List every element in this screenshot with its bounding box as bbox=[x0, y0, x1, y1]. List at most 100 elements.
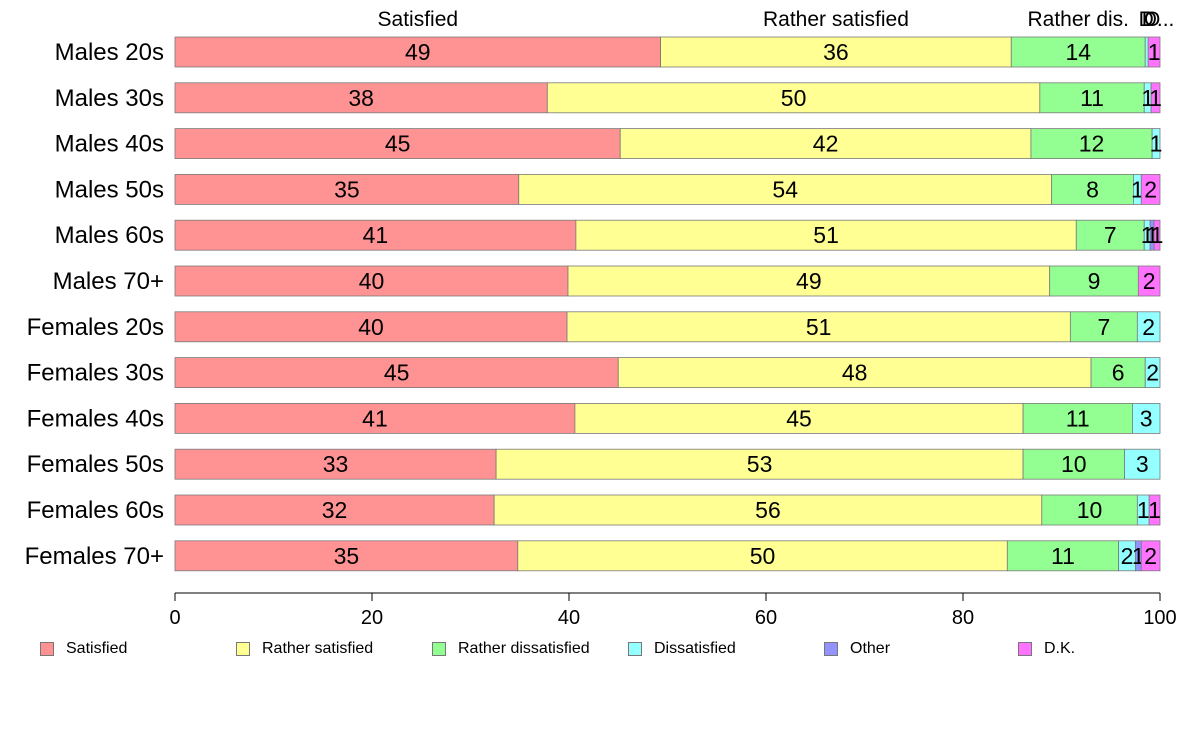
data-label: 53 bbox=[747, 451, 773, 477]
data-label: 51 bbox=[813, 222, 839, 248]
x-tick-label: 0 bbox=[169, 607, 180, 629]
data-label: 33 bbox=[323, 451, 349, 477]
data-label: 6 bbox=[1112, 360, 1125, 386]
bar-segment bbox=[1049, 265, 1139, 297]
category-label: Females 70+ bbox=[25, 543, 164, 570]
category-label: Males 50s bbox=[55, 176, 164, 203]
data-label: 1 bbox=[1150, 131, 1163, 157]
bar-segment bbox=[1022, 402, 1133, 434]
bar-segment bbox=[1132, 402, 1161, 434]
data-label: 14 bbox=[1065, 39, 1091, 65]
bar-row: Males 20s 49 36 14 1 bbox=[55, 36, 1161, 68]
x-tick-label: 100 bbox=[1143, 607, 1176, 629]
data-label: 49 bbox=[405, 39, 431, 65]
bar-segment bbox=[174, 36, 662, 68]
data-label: 7 bbox=[1097, 314, 1110, 340]
legend-item: Dissatisfied bbox=[628, 640, 736, 658]
x-tick-label: 60 bbox=[755, 607, 777, 629]
data-label: 41 bbox=[362, 405, 388, 431]
legend-label: Other bbox=[850, 640, 891, 657]
bar-segment bbox=[1051, 173, 1134, 205]
bar-segment bbox=[1140, 173, 1161, 205]
legend-item: Rather satisfied bbox=[236, 640, 373, 658]
bar-segment bbox=[1153, 219, 1161, 251]
x-tick-label: 40 bbox=[558, 607, 580, 629]
legend-label: Dissatisfied bbox=[654, 640, 736, 657]
bar-segment bbox=[1006, 540, 1120, 572]
bar-segment bbox=[495, 448, 1024, 480]
bar-segment bbox=[575, 219, 1077, 251]
data-label: 3 bbox=[1140, 405, 1153, 431]
bar-row: Females 50s 33 53 10 3 bbox=[27, 448, 1161, 480]
category-label: Females 30s bbox=[27, 360, 164, 387]
bar-segment bbox=[1069, 311, 1138, 343]
data-label: 36 bbox=[823, 39, 849, 65]
data-label: 10 bbox=[1077, 497, 1103, 523]
x-axis: 0 20 40 60 80 100 bbox=[169, 592, 1177, 629]
bar-row: Females 30s 45 48 6 2 bbox=[27, 357, 1161, 389]
bar-segment bbox=[619, 128, 1032, 160]
bar-segment bbox=[1075, 219, 1145, 251]
data-label: 2 bbox=[1143, 268, 1156, 294]
data-label: 48 bbox=[842, 360, 868, 386]
bar-segment bbox=[174, 357, 619, 389]
bar-segment bbox=[1151, 128, 1161, 160]
category-label: Females 60s bbox=[27, 497, 164, 524]
legend-swatch bbox=[1018, 642, 1032, 656]
data-label: 11 bbox=[1051, 543, 1075, 569]
bar-segment bbox=[1030, 128, 1153, 160]
bar-segment bbox=[517, 540, 1008, 572]
data-label: 1 bbox=[1149, 85, 1162, 111]
bar-row: Females 40s 41 45 11 3 bbox=[27, 402, 1161, 434]
data-label: 45 bbox=[385, 131, 411, 157]
top-series-label: Rather dis. bbox=[1027, 8, 1129, 31]
data-label: 35 bbox=[334, 176, 360, 202]
category-label: Females 20s bbox=[27, 314, 164, 341]
data-label: 40 bbox=[359, 268, 385, 294]
category-label: Males 30s bbox=[55, 85, 164, 112]
bar-segment bbox=[174, 448, 497, 480]
data-label: 10 bbox=[1061, 451, 1087, 477]
legend-item: Rather dissatisfied bbox=[432, 640, 590, 658]
data-label: 45 bbox=[384, 360, 410, 386]
category-label: Females 40s bbox=[27, 405, 164, 432]
bar-segment bbox=[566, 311, 1071, 343]
data-label: 41 bbox=[363, 222, 389, 248]
top-series-label: Rather satisfied bbox=[763, 8, 909, 31]
bar-segment bbox=[1144, 357, 1161, 389]
data-label: 38 bbox=[348, 85, 374, 111]
legend-swatch bbox=[236, 642, 250, 656]
data-label: 9 bbox=[1088, 268, 1101, 294]
legend-item: Other bbox=[824, 640, 890, 658]
bar-segment bbox=[1137, 265, 1161, 297]
data-label: 50 bbox=[750, 543, 776, 569]
category-label: Females 50s bbox=[27, 451, 164, 478]
data-label: 1 bbox=[1148, 39, 1161, 65]
data-label: 49 bbox=[796, 268, 822, 294]
bar-segment bbox=[617, 357, 1092, 389]
legend-item: Satisfied bbox=[40, 640, 127, 658]
legend-item: D.K. bbox=[1018, 640, 1075, 658]
category-label: Males 70+ bbox=[53, 268, 164, 295]
bar-segment bbox=[1148, 494, 1161, 526]
data-label: 11 bbox=[1066, 405, 1090, 431]
bar-segment bbox=[174, 265, 569, 297]
bar-row: Males 70+ 40 49 9 2 bbox=[53, 265, 1161, 297]
data-label: 51 bbox=[806, 314, 832, 340]
bar-segment bbox=[174, 173, 520, 205]
top-series-label: O bbox=[1144, 8, 1160, 31]
stacked-bar-chart: Satisfied Rather satisfied Rather dis. DOD.… bbox=[25, 8, 1177, 629]
data-label: 2 bbox=[1146, 360, 1159, 386]
data-label: 56 bbox=[755, 497, 781, 523]
bar-row: Males 50s 35 54 8 1 2 bbox=[55, 173, 1161, 205]
legend-swatch bbox=[824, 642, 838, 656]
data-label: 32 bbox=[322, 497, 348, 523]
data-label: 45 bbox=[786, 405, 812, 431]
top-series-label: D... bbox=[1142, 8, 1175, 31]
data-label: 1 bbox=[1148, 497, 1161, 523]
bar-segment bbox=[1147, 36, 1161, 68]
data-label: 1 bbox=[1131, 176, 1144, 202]
bar-segment bbox=[174, 494, 495, 526]
bar-segment bbox=[1090, 357, 1146, 389]
